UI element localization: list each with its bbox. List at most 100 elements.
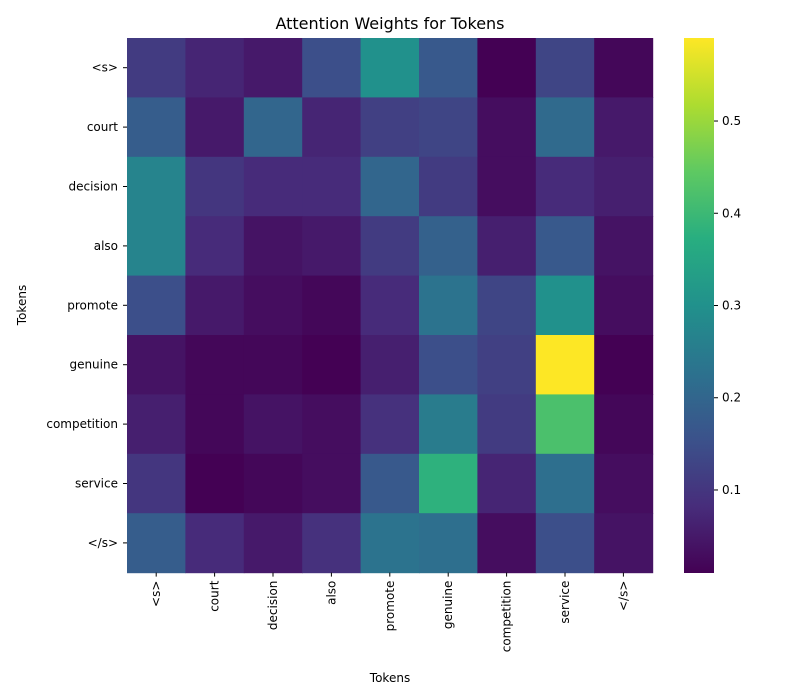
heatmap-cell-0-2 — [243, 38, 303, 98]
heatmap-cell-1-6 — [477, 97, 537, 158]
x-axis-label: Tokens — [369, 671, 410, 685]
colorbar — [684, 38, 714, 573]
heatmap-cell-0-3 — [302, 38, 362, 98]
heatmap-cell-2-1 — [185, 156, 245, 217]
heatmap-cell-8-3 — [302, 513, 362, 574]
heatmap-cell-8-2 — [243, 513, 303, 574]
heatmap-cell-2-7 — [535, 156, 595, 217]
heatmap-cell-7-0 — [127, 453, 186, 514]
heatmap-cell-3-0 — [127, 216, 186, 277]
heatmap-cell-4-7 — [535, 275, 595, 336]
heatmap-cell-6-5 — [419, 394, 478, 455]
x-tick-label-1: court — [208, 580, 222, 611]
x-tick-label-3: also — [324, 581, 338, 605]
y-tick-label-2: decision — [69, 180, 118, 194]
x-tick-label-0: <s> — [149, 581, 163, 607]
x-tick-label-6: competition — [500, 581, 514, 653]
heatmap-cell-1-5 — [419, 97, 478, 158]
heatmap-cell-0-5 — [419, 38, 478, 98]
heatmap-cell-6-2 — [243, 394, 303, 455]
x-tick-label-8: </s> — [616, 581, 630, 611]
heatmap-cell-0-0 — [127, 38, 186, 98]
x-axis-ticks: <s> court decision also promote genuine compet… — [149, 572, 630, 653]
heatmap-cell-1-0 — [127, 97, 186, 158]
heatmap-cell-1-8 — [594, 97, 654, 158]
heatmap-cell-6-7 — [535, 394, 595, 455]
heatmap-cell-6-4 — [360, 394, 420, 455]
heatmap-cell-8-0 — [127, 513, 186, 574]
heatmap-cell-4-8 — [594, 275, 654, 336]
x-tick-label-5: genuine — [441, 581, 455, 630]
y-tick-label-3: also — [94, 239, 118, 253]
heatmap-cell-5-6 — [477, 335, 537, 395]
heatmap-cell-3-8 — [594, 216, 654, 277]
heatmap-cell-7-2 — [243, 453, 303, 514]
heatmap-cell-4-0 — [127, 275, 186, 336]
heatmap-cell-0-1 — [185, 38, 245, 98]
heatmap-cells — [127, 38, 654, 574]
heatmap-cell-6-0 — [127, 394, 186, 455]
colorbar-tick-label-4: 0.5 — [722, 114, 741, 128]
colorbar-tick-label-3: 0.4 — [722, 206, 741, 220]
y-tick-label-8: </s> — [88, 536, 118, 550]
heatmap-cell-3-7 — [535, 216, 595, 277]
heatmap-cell-5-1 — [185, 335, 245, 395]
heatmap-cell-0-6 — [477, 38, 537, 98]
heatmap-cell-0-4 — [360, 38, 420, 98]
colorbar-tick-label-2: 0.3 — [722, 299, 741, 313]
y-tick-label-0: <s> — [92, 61, 118, 75]
heatmap-cell-6-1 — [185, 394, 245, 455]
heatmap-cell-4-5 — [419, 275, 478, 336]
heatmap-cell-6-3 — [302, 394, 362, 455]
heatmap-cell-2-4 — [360, 156, 420, 217]
x-tick-label-2: decision — [266, 581, 280, 630]
heatmap-cell-4-2 — [243, 275, 303, 336]
heatmap-cell-8-4 — [360, 513, 420, 574]
heatmap-cell-1-4 — [360, 97, 420, 158]
heatmap-cell-5-3 — [302, 335, 362, 395]
heatmap-cell-1-3 — [302, 97, 362, 158]
y-tick-label-4: promote — [67, 298, 118, 312]
heatmap-cell-5-4 — [360, 335, 420, 395]
heatmap-cell-2-8 — [594, 156, 654, 217]
heatmap-cell-5-8 — [594, 335, 654, 395]
heatmap-cell-7-6 — [477, 453, 537, 514]
heatmap-cell-8-6 — [477, 513, 537, 574]
heatmap-cell-4-6 — [477, 275, 537, 336]
heatmap-cell-0-8 — [594, 38, 654, 98]
heatmap-cell-7-7 — [535, 453, 595, 514]
heatmap-cell-3-3 — [302, 216, 362, 277]
heatmap-cell-7-8 — [594, 453, 654, 514]
heatmap-cell-5-7 — [535, 335, 595, 395]
heatmap-cell-2-6 — [477, 156, 537, 217]
x-tick-label-7: service — [558, 581, 572, 624]
heatmap-cell-1-7 — [535, 97, 595, 158]
heatmap-cell-1-1 — [185, 97, 245, 158]
heatmap-cell-3-4 — [360, 216, 420, 277]
heatmap-cell-6-8 — [594, 394, 654, 455]
colorbar-tick-label-0: 0.1 — [722, 483, 741, 497]
y-axis-label: Tokens — [15, 285, 29, 326]
heatmap-cell-5-2 — [243, 335, 303, 395]
colorbar-ticks: 0.1 0.2 0.3 0.4 0.5 — [714, 114, 741, 497]
x-tick-label-4: promote — [383, 581, 397, 632]
heatmap-cell-8-7 — [535, 513, 595, 574]
heatmap-cell-7-1 — [185, 453, 245, 514]
y-tick-label-1: court — [87, 120, 118, 134]
heatmap-cell-4-4 — [360, 275, 420, 336]
heatmap-cell-2-3 — [302, 156, 362, 217]
heatmap-cell-7-5 — [419, 453, 478, 514]
heatmap-cell-2-0 — [127, 156, 186, 217]
heatmap-cell-7-3 — [302, 453, 362, 514]
heatmap-cell-4-1 — [185, 275, 245, 336]
heatmap-cell-8-8 — [594, 513, 654, 574]
heatmap-cell-3-5 — [419, 216, 478, 277]
heatmap-cell-4-3 — [302, 275, 362, 336]
heatmap-cell-2-5 — [419, 156, 478, 217]
heatmap-cell-3-6 — [477, 216, 537, 277]
y-tick-label-7: service — [75, 477, 118, 491]
y-tick-label-5: genuine — [69, 358, 118, 372]
heatmap-cell-2-2 — [243, 156, 303, 217]
heatmap-cell-3-2 — [243, 216, 303, 277]
